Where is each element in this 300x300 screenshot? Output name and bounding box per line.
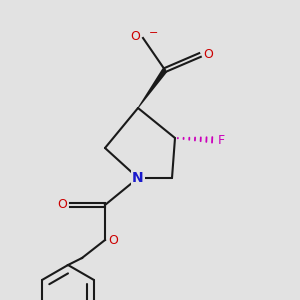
Text: O: O <box>130 29 140 43</box>
Text: O: O <box>57 199 67 212</box>
Text: O: O <box>203 47 213 61</box>
Text: −: − <box>149 28 158 38</box>
Text: N: N <box>132 171 144 185</box>
Text: O: O <box>108 233 118 247</box>
Text: F: F <box>218 134 225 146</box>
Polygon shape <box>138 68 167 108</box>
